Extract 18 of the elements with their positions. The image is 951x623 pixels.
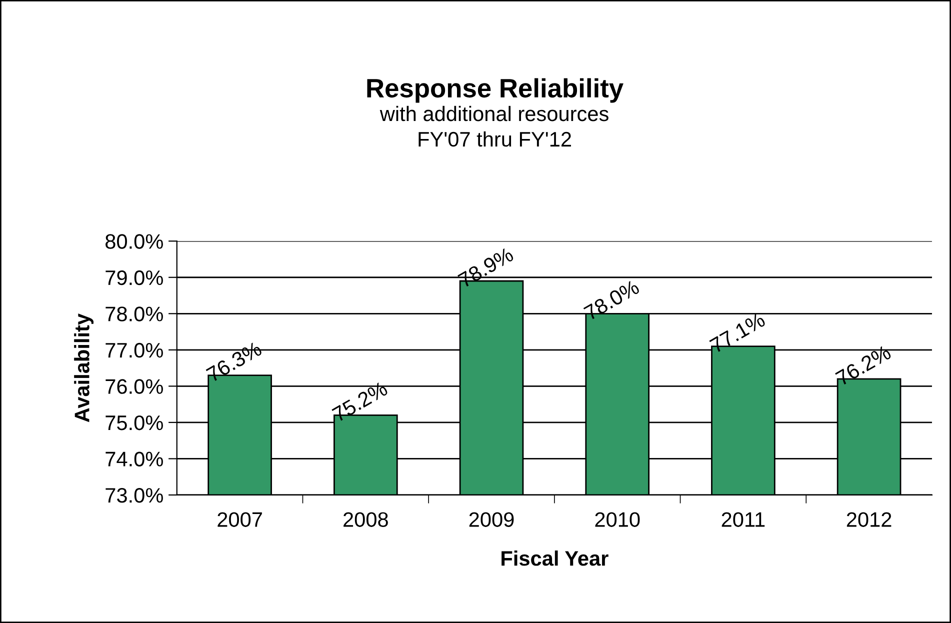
chart-subtitle: with additional resources FY'07 thru FY'12 (380, 106, 608, 147)
y-tick-label: 78.0% (106, 306, 163, 322)
y-tick-label: 74.0% (106, 452, 163, 466)
x-tick-label: 2007 (218, 512, 262, 527)
x-tick-label: 2008 (344, 512, 388, 527)
y-tick-label: 80.0% (106, 234, 163, 249)
x-tick-label: 2012 (846, 512, 892, 527)
y-tick-label: 76.0% (106, 379, 163, 394)
y-tick-label: 75.0% (106, 415, 163, 430)
y-tick-label: 77.0% (106, 342, 163, 358)
x-tick-label: 2011 (722, 512, 765, 527)
x-tick-label: 2010 (595, 512, 640, 527)
x-tick-label: 2009 (469, 512, 514, 527)
y-axis-title: Availability (74, 314, 94, 422)
x-axis-title: Fiscal Year (502, 550, 608, 566)
chart-title: Response Reliability (367, 78, 624, 103)
y-tick-label: 73.0% (106, 488, 163, 503)
y-tick-label: 79.0% (106, 270, 163, 286)
